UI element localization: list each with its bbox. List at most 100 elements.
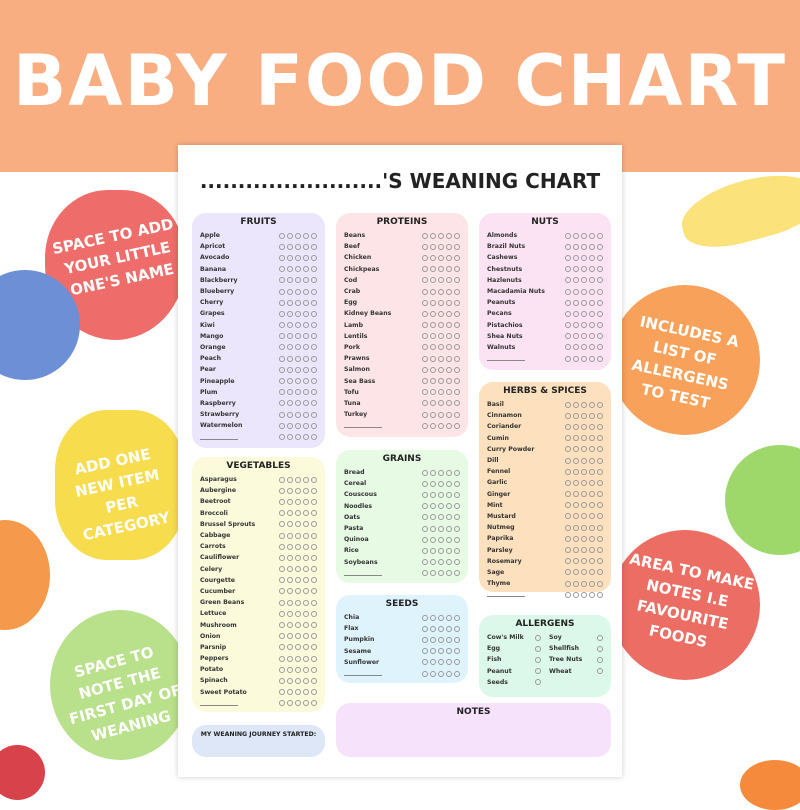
- check-circle[interactable]: [303, 344, 309, 351]
- checkbox-circles[interactable]: [565, 232, 603, 239]
- check-circle[interactable]: [303, 243, 309, 250]
- check-circle[interactable]: [287, 566, 293, 573]
- check-circle[interactable]: [446, 614, 452, 621]
- check-circle[interactable]: [597, 423, 603, 430]
- checkbox-circles[interactable]: [565, 310, 603, 317]
- check-circle[interactable]: [311, 577, 317, 584]
- check-circle[interactable]: [311, 644, 317, 651]
- check-circle[interactable]: [422, 322, 428, 329]
- checkbox-circles[interactable]: [279, 422, 317, 429]
- checkbox-circles[interactable]: [422, 355, 460, 362]
- checkbox-circles[interactable]: [565, 569, 603, 576]
- checkbox-circles[interactable]: [279, 355, 317, 362]
- check-circle[interactable]: [589, 232, 595, 239]
- check-circle[interactable]: [303, 577, 309, 584]
- checkbox-circles[interactable]: [279, 532, 317, 539]
- checkbox-circles[interactable]: [279, 700, 317, 707]
- check-circle[interactable]: [311, 400, 317, 407]
- check-circle[interactable]: [430, 232, 436, 239]
- check-circle[interactable]: [589, 457, 595, 464]
- checkbox-circles[interactable]: [422, 254, 460, 261]
- check-circle[interactable]: [454, 670, 460, 677]
- check-circle[interactable]: [295, 411, 301, 418]
- check-circle[interactable]: [589, 423, 595, 430]
- check-circle[interactable]: [597, 435, 603, 442]
- check-circle[interactable]: [303, 400, 309, 407]
- check-circle[interactable]: [565, 254, 571, 261]
- checkbox-circles[interactable]: [279, 487, 317, 494]
- check-circle[interactable]: [279, 476, 285, 483]
- checkbox-circles[interactable]: [535, 679, 541, 686]
- check-circle[interactable]: [438, 559, 444, 566]
- check-circle[interactable]: [430, 422, 436, 429]
- check-circle[interactable]: [581, 322, 587, 329]
- check-circle[interactable]: [295, 566, 301, 573]
- check-circle[interactable]: [430, 547, 436, 554]
- check-circle[interactable]: [446, 310, 452, 317]
- check-circle[interactable]: [573, 243, 579, 250]
- checkbox-circles[interactable]: [565, 401, 603, 408]
- check-circle[interactable]: [295, 266, 301, 273]
- check-circle[interactable]: [589, 355, 595, 362]
- check-circle[interactable]: [287, 277, 293, 284]
- check-circle[interactable]: [295, 366, 301, 373]
- check-circle[interactable]: [573, 558, 579, 565]
- check-circle[interactable]: [446, 355, 452, 362]
- check-circle[interactable]: [446, 333, 452, 340]
- check-circle[interactable]: [454, 422, 460, 429]
- check-circle[interactable]: [287, 498, 293, 505]
- check-circle[interactable]: [303, 333, 309, 340]
- check-circle[interactable]: [295, 277, 301, 284]
- weaning-journey-box[interactable]: MY WEANING JOURNEY STARTED:: [192, 725, 325, 757]
- checkbox-circles[interactable]: [597, 634, 603, 641]
- check-circle[interactable]: [597, 502, 603, 509]
- checkbox-circles[interactable]: [422, 400, 460, 407]
- check-circle[interactable]: [454, 547, 460, 554]
- check-circle[interactable]: [589, 479, 595, 486]
- check-circle[interactable]: [573, 254, 579, 261]
- check-circle[interactable]: [438, 322, 444, 329]
- check-circle[interactable]: [311, 232, 317, 239]
- check-circle[interactable]: [597, 580, 603, 587]
- check-circle[interactable]: [430, 389, 436, 396]
- check-circle[interactable]: [295, 378, 301, 385]
- checkbox-circles[interactable]: [422, 625, 460, 632]
- check-circle[interactable]: [573, 547, 579, 554]
- check-circle[interactable]: [279, 622, 285, 629]
- check-circle[interactable]: [438, 243, 444, 250]
- check-circle[interactable]: [446, 469, 452, 476]
- check-circle[interactable]: [430, 648, 436, 655]
- check-circle[interactable]: [303, 700, 309, 707]
- check-circle[interactable]: [581, 266, 587, 273]
- check-circle[interactable]: [454, 491, 460, 498]
- checkbox-circles[interactable]: [422, 277, 460, 284]
- check-circle[interactable]: [438, 299, 444, 306]
- check-circle[interactable]: [430, 491, 436, 498]
- check-circle[interactable]: [430, 625, 436, 632]
- check-circle[interactable]: [430, 322, 436, 329]
- check-circle[interactable]: [446, 400, 452, 407]
- check-circle[interactable]: [573, 333, 579, 340]
- checkbox-circles[interactable]: [422, 422, 460, 429]
- check-circle[interactable]: [279, 644, 285, 651]
- check-circle[interactable]: [565, 547, 571, 554]
- check-circle[interactable]: [295, 543, 301, 550]
- check-circle[interactable]: [303, 476, 309, 483]
- check-circle[interactable]: [279, 378, 285, 385]
- check-circle[interactable]: [295, 577, 301, 584]
- check-circle[interactable]: [573, 322, 579, 329]
- check-circle[interactable]: [279, 532, 285, 539]
- check-circle[interactable]: [311, 566, 317, 573]
- check-circle[interactable]: [565, 491, 571, 498]
- check-circle[interactable]: [438, 266, 444, 273]
- check-circle[interactable]: [295, 689, 301, 696]
- check-circle[interactable]: [438, 636, 444, 643]
- checkbox-circles[interactable]: [279, 389, 317, 396]
- check-circle[interactable]: [303, 378, 309, 385]
- check-circle[interactable]: [581, 513, 587, 520]
- checkbox-circles[interactable]: [279, 322, 317, 329]
- check-circle[interactable]: [295, 677, 301, 684]
- checkbox-circles[interactable]: [279, 677, 317, 684]
- check-circle[interactable]: [287, 433, 293, 440]
- check-circle[interactable]: [597, 333, 603, 340]
